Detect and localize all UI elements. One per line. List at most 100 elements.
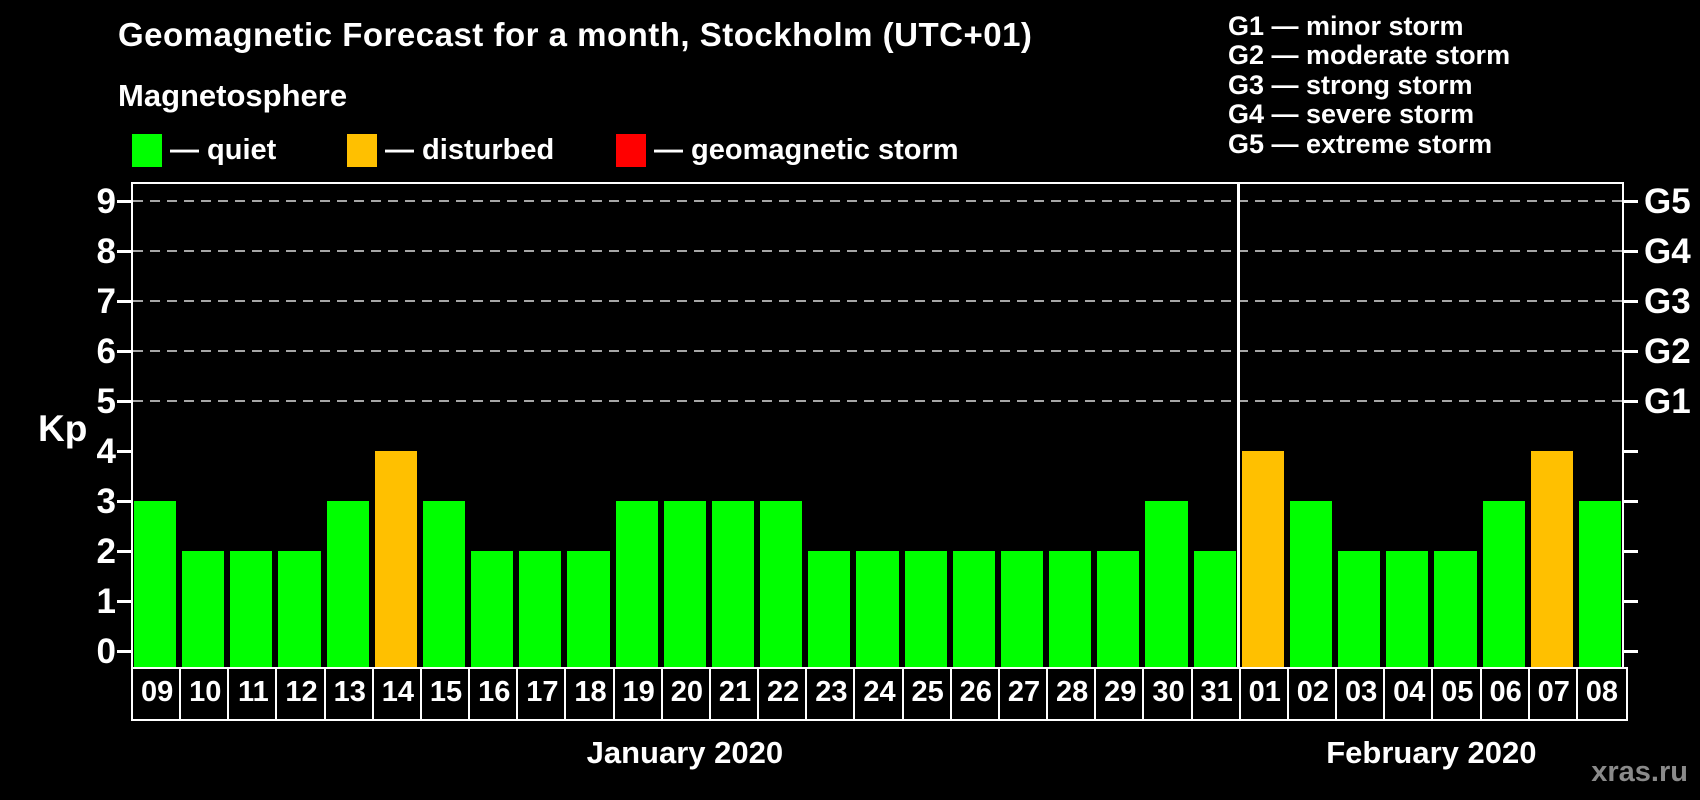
- day-cell: 05: [1431, 667, 1482, 721]
- y-axis-tick-label: 4: [96, 432, 116, 471]
- gridline-kp7: [133, 300, 1622, 302]
- storm-scale-legend: G1 — minor storm G2 — moderate storm G3 — …: [1228, 11, 1511, 159]
- gridline-kp9: [133, 200, 1622, 202]
- y-axis-tick-label: 5: [96, 382, 116, 421]
- kp-bar-chart: [117, 182, 1638, 667]
- left-axis-line: [131, 182, 133, 667]
- legend-item-storm: — geomagnetic storm: [616, 133, 959, 167]
- kp-bar-day-05: [1434, 551, 1477, 667]
- kp-bar-day-12: [278, 551, 321, 667]
- kp-bar-day-18: [567, 551, 610, 667]
- right-axis-label-g1: G1: [1644, 382, 1691, 421]
- left-axis-tick: [117, 500, 131, 503]
- day-cell: 26: [949, 667, 1000, 721]
- right-axis-label-g4: G4: [1644, 232, 1691, 271]
- day-axis: 09 10 11 12 13 14 15 16 17 18 19 20 21 22 23 24 25 26 27 28…: [131, 667, 1628, 721]
- right-axis-tick: [1624, 300, 1638, 303]
- kp-bar-day-27: [1000, 551, 1044, 667]
- quiet-color-swatch: [132, 133, 162, 167]
- day-cell: 07: [1527, 667, 1578, 721]
- left-axis-tick: [117, 350, 131, 353]
- kp-bar-day-25: [904, 551, 947, 667]
- kp-bar-day-08: [1578, 501, 1621, 667]
- storm-scale-line: G3 — strong storm: [1228, 69, 1473, 100]
- day-cell: 31: [1190, 667, 1241, 721]
- right-axis-tick: [1624, 600, 1638, 603]
- kp-bar-day-30: [1145, 501, 1188, 667]
- left-axis-tick: [117, 550, 131, 553]
- y-axis-tick-label: 7: [96, 282, 116, 321]
- kp-bar-day-28: [1049, 551, 1092, 667]
- y-axis-tick-label: 0: [96, 632, 116, 671]
- day-cell: 11: [227, 667, 278, 721]
- watermark-link[interactable]: xras.ru: [1591, 756, 1688, 788]
- gridline-kp5: [133, 400, 1622, 402]
- day-cell: 08: [1575, 667, 1628, 721]
- y-axis-title: Kp: [38, 408, 88, 449]
- legend-item-quiet: — quiet: [132, 133, 276, 167]
- kp-bar-day-16: [471, 551, 514, 667]
- kp-bar-day-20: [663, 501, 706, 667]
- kp-bar-day-03: [1338, 551, 1381, 667]
- legend-item-label: — quiet: [170, 133, 277, 166]
- kp-bar-day-01: [1241, 451, 1284, 667]
- kp-bar-day-10: [182, 551, 225, 667]
- right-axis-tick: [1624, 450, 1638, 453]
- day-cell: 29: [1094, 667, 1145, 721]
- day-cell: 17: [516, 667, 567, 721]
- kp-bar-day-19: [615, 501, 658, 667]
- right-axis-tick: [1624, 400, 1638, 403]
- left-axis-tick: [117, 450, 131, 453]
- kp-bar-day-11: [230, 551, 273, 667]
- left-axis-tick: [117, 600, 131, 603]
- kp-bar-day-06: [1482, 501, 1525, 667]
- kp-bar-day-15: [422, 501, 466, 667]
- left-axis-tick: [117, 250, 131, 253]
- kp-bar-day-21: [711, 501, 755, 667]
- right-axis-label-g3: G3: [1644, 282, 1691, 321]
- right-axis-line: [1622, 182, 1624, 667]
- gridline-kp8: [133, 250, 1622, 252]
- day-cell: 13: [323, 667, 374, 721]
- day-cell: 16: [468, 667, 519, 721]
- day-cell: 09: [131, 667, 182, 721]
- day-cell: 18: [564, 667, 615, 721]
- day-cell: 24: [853, 667, 904, 721]
- right-axis-label-g5: G5: [1644, 182, 1691, 221]
- day-cell: 02: [1286, 667, 1338, 721]
- right-axis-tick: [1624, 250, 1638, 253]
- page-title: Geomagnetic Forecast for a month, Stockh…: [118, 16, 1033, 53]
- day-cell: 10: [179, 667, 230, 721]
- right-axis-tick: [1624, 650, 1638, 653]
- storm-scale-line: G2 — moderate storm: [1228, 40, 1511, 71]
- right-axis-tick: [1624, 500, 1638, 503]
- kp-bar-day-13: [326, 501, 369, 667]
- month-separator-line: [1237, 182, 1241, 667]
- day-cell: 27: [997, 667, 1049, 721]
- day-cell: 20: [660, 667, 711, 721]
- kp-bar-day-09: [134, 501, 177, 667]
- gridline-kp6: [133, 350, 1622, 352]
- day-cell: 14: [371, 667, 422, 721]
- kp-bar-day-04: [1386, 551, 1429, 667]
- day-cell: 15: [419, 667, 471, 721]
- y-axis-tick-label: 8: [96, 232, 116, 271]
- right-axis-tick: [1624, 550, 1638, 553]
- right-axis-label-g2: G2: [1644, 332, 1691, 371]
- storm-color-swatch: [616, 133, 646, 167]
- day-cell: 03: [1335, 667, 1386, 721]
- y-axis-tick-label: 6: [96, 332, 116, 371]
- day-cell: 30: [1142, 667, 1193, 721]
- legend-heading: Magnetosphere: [118, 78, 348, 113]
- day-cell: 23: [805, 667, 856, 721]
- day-cell: 06: [1479, 667, 1530, 721]
- kp-bar-day-29: [1097, 551, 1140, 667]
- month-label: February 2020: [1326, 735, 1537, 770]
- right-axis-tick: [1624, 200, 1638, 203]
- left-axis-tick: [117, 200, 131, 203]
- kp-bar-day-26: [952, 551, 995, 667]
- legend-item-label: — disturbed: [385, 133, 555, 166]
- kp-bar-day-14: [374, 451, 417, 667]
- right-axis-tick: [1624, 350, 1638, 353]
- day-cell: 19: [612, 667, 663, 721]
